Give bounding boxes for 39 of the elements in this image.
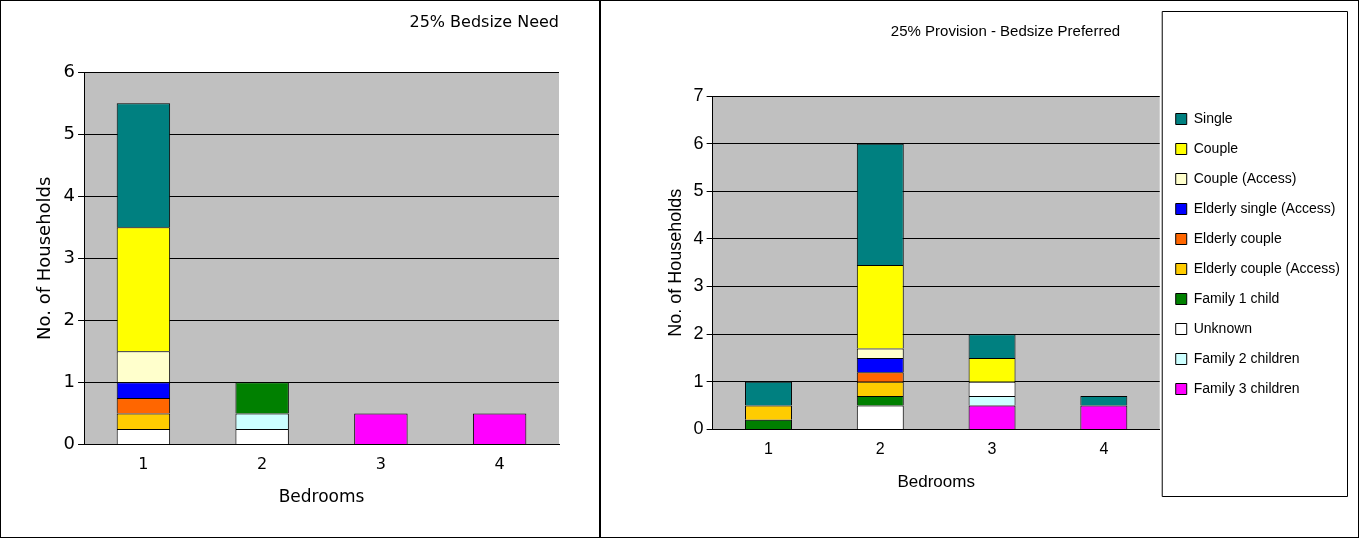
x-axis-title: Bedrooms [278, 486, 365, 507]
legend-label: Single [1193, 109, 1233, 126]
x-tick-label: 4 [1099, 440, 1109, 458]
y-tick-label: 6 [63, 59, 76, 81]
chart-title: 25% Provision - Bedsize Preferred [890, 22, 1121, 40]
y-axis-title: No. of Households [664, 188, 685, 337]
legend-label: Elderly couple (Access) [1193, 259, 1341, 276]
legend-label: Family 3 children [1193, 379, 1300, 396]
y-tick-label: 2 [693, 323, 704, 344]
y-tick-label: 0 [693, 418, 704, 439]
y-tick-label: 0 [63, 432, 76, 454]
y-tick-label: 3 [63, 245, 76, 267]
legend-label: Elderly single (Access) [1193, 199, 1336, 216]
y-tick-label: 1 [63, 370, 76, 392]
x-tick-label: 2 [875, 440, 885, 458]
x-tick-label: 4 [494, 454, 505, 474]
x-tick-label: 1 [138, 454, 149, 474]
y-tick-label: 4 [693, 227, 704, 248]
chart-title: 25% Bedsize Need [409, 11, 559, 31]
legend-label: Family 1 child [1193, 289, 1280, 306]
y-tick-label: 6 [693, 132, 704, 153]
y-tick-label: 1 [693, 370, 704, 391]
y-tick-label: 3 [693, 275, 704, 296]
y-tick-label: 4 [63, 183, 76, 205]
x-axis-title: Bedrooms [897, 472, 975, 492]
legend-label: Couple (Access) [1193, 169, 1297, 186]
y-tick-label: 2 [63, 308, 76, 330]
y-tick-label: 5 [63, 121, 76, 143]
x-tick-label: 2 [257, 454, 268, 474]
y-tick-label: 7 [693, 84, 704, 105]
legend-label: Unknown [1193, 319, 1253, 336]
y-axis-title: No. of Households [33, 176, 55, 340]
x-tick-label: 1 [764, 440, 774, 458]
x-tick-label: 3 [987, 440, 997, 458]
y-tick-label: 5 [693, 180, 704, 201]
legend-label: Family 2 children [1193, 349, 1300, 366]
legend-label: Couple [1193, 139, 1239, 156]
legend-label: Elderly couple [1193, 229, 1282, 246]
x-tick-label: 3 [375, 454, 386, 474]
